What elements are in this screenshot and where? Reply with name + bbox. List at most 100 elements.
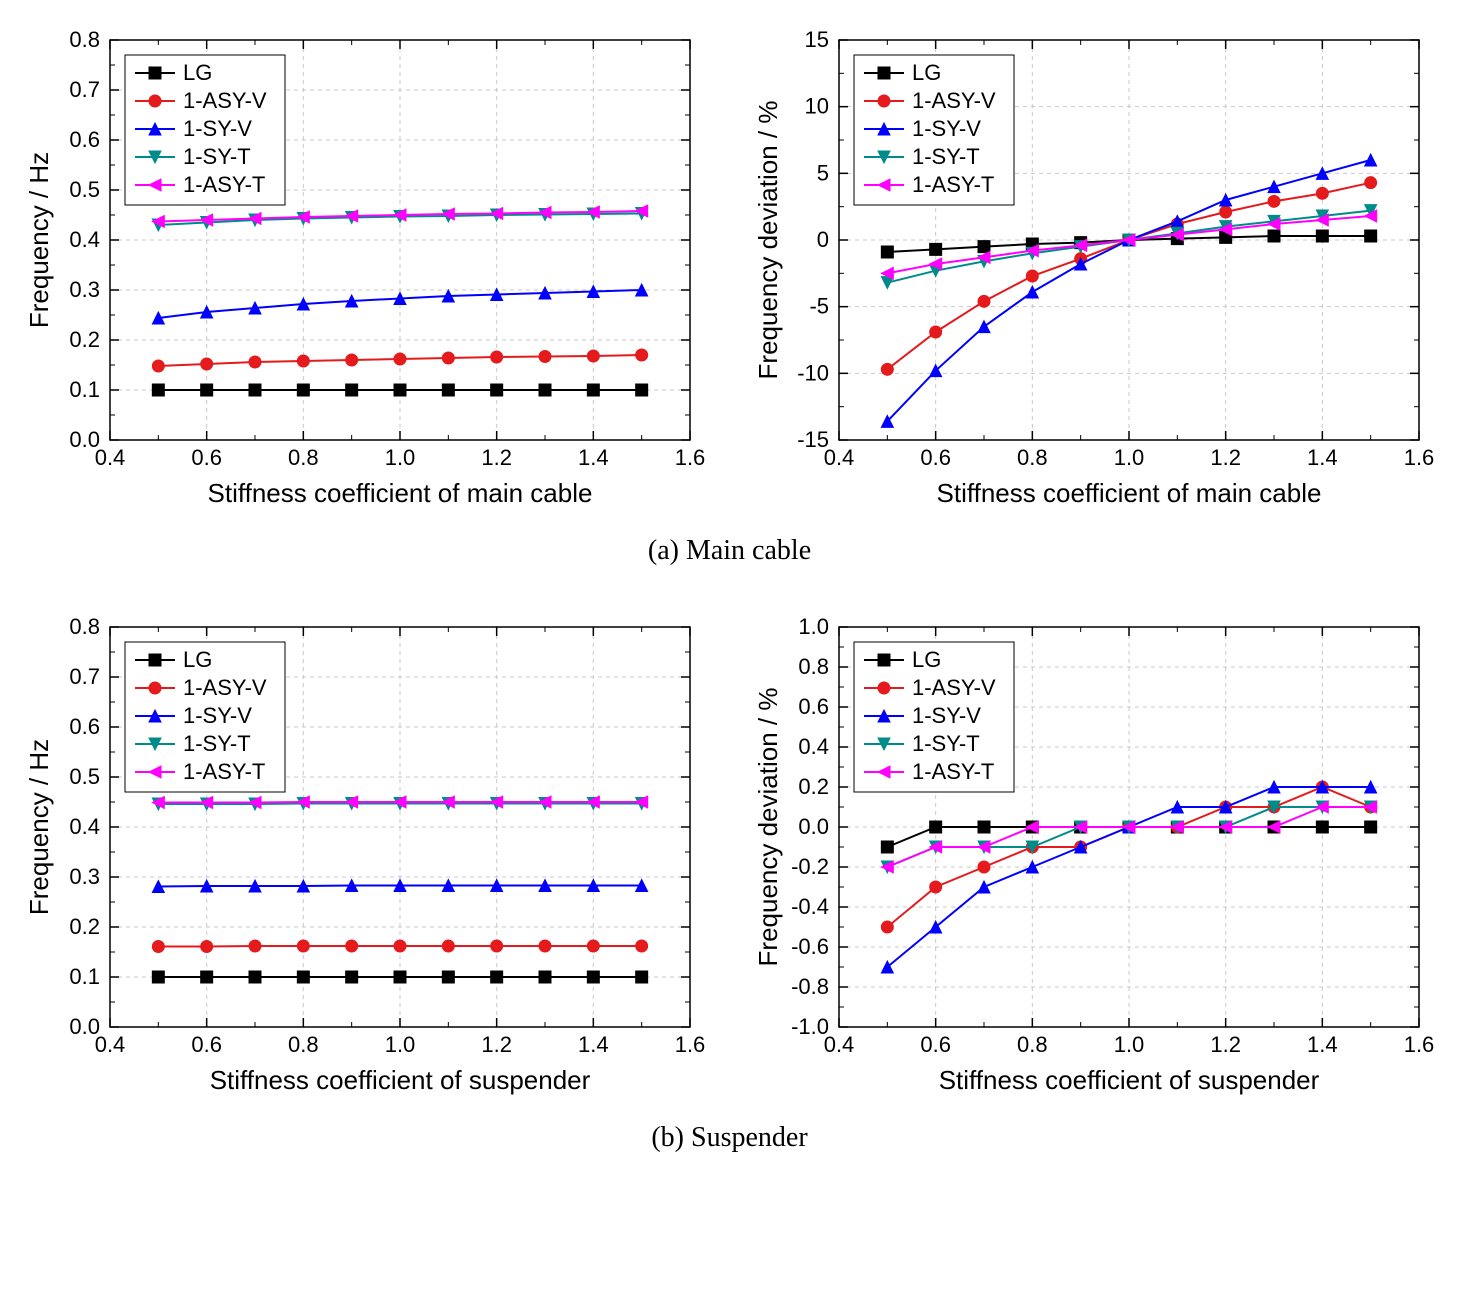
svg-text:Frequency deviation / %: Frequency deviation / % <box>753 101 783 380</box>
svg-text:0.5: 0.5 <box>69 177 100 202</box>
chart-a_left: 0.40.60.81.01.21.41.60.00.10.20.30.40.50… <box>20 20 710 520</box>
svg-text:1.0: 1.0 <box>385 1032 416 1057</box>
svg-text:0.4: 0.4 <box>798 734 829 759</box>
svg-text:-0.2: -0.2 <box>791 854 829 879</box>
svg-text:0.6: 0.6 <box>920 445 951 470</box>
svg-text:1.2: 1.2 <box>1210 445 1241 470</box>
svg-text:1.4: 1.4 <box>1307 445 1338 470</box>
svg-text:1.6: 1.6 <box>675 1032 706 1057</box>
svg-text:0.0: 0.0 <box>798 814 829 839</box>
svg-text:1-ASY-V: 1-ASY-V <box>183 88 267 113</box>
svg-text:0.8: 0.8 <box>288 445 319 470</box>
svg-text:0.6: 0.6 <box>798 694 829 719</box>
svg-text:0.4: 0.4 <box>69 814 100 839</box>
svg-text:0.6: 0.6 <box>69 714 100 739</box>
chart-a_right: 0.40.60.81.01.21.41.6-15-10-5051015Stiff… <box>749 20 1439 520</box>
svg-text:Frequency deviation / %: Frequency deviation / % <box>753 688 783 967</box>
panel-b-right: 0.4 0.6 0.8 1.0 1.2 1.4 1.6 -1.0 -0.8 -0.6 -0.4 -0.… <box>749 607 1439 1112</box>
svg-text:0.5: 0.5 <box>69 764 100 789</box>
svg-text:-15: -15 <box>797 427 829 452</box>
svg-text:LG: LG <box>912 647 941 672</box>
svg-text:10: 10 <box>805 94 829 119</box>
svg-text:0.8: 0.8 <box>1017 445 1048 470</box>
svg-text:1.6: 1.6 <box>1404 1032 1435 1057</box>
svg-text:1.0: 1.0 <box>385 445 416 470</box>
svg-text:1-SY-T: 1-SY-T <box>183 731 251 756</box>
svg-text:Stiffness coefficient of suspe: Stiffness coefficient of suspender <box>939 1065 1320 1095</box>
svg-text:0.1: 0.1 <box>69 964 100 989</box>
svg-text:1-ASY-T: 1-ASY-T <box>183 172 265 197</box>
svg-text:0.6: 0.6 <box>191 1032 222 1057</box>
svg-text:1-ASY-T: 1-ASY-T <box>912 172 994 197</box>
svg-text:0.6: 0.6 <box>191 445 222 470</box>
svg-text:0.1: 0.1 <box>69 377 100 402</box>
row-b: 0.4 0.6 0.8 1.0 1.2 1.4 1.6 0.0 0.1 0.2 0.3 0.4 0.5 0… <box>20 607 1439 1112</box>
svg-text:Stiffness coefficient of suspe: Stiffness coefficient of suspender <box>210 1065 591 1095</box>
svg-text:1.2: 1.2 <box>481 1032 512 1057</box>
svg-text:1.4: 1.4 <box>1307 1032 1338 1057</box>
svg-text:Stiffness coefficient of main: Stiffness coefficient of main cable <box>937 478 1322 508</box>
svg-text:0.4: 0.4 <box>69 227 100 252</box>
svg-text:1-SY-T: 1-SY-T <box>912 731 980 756</box>
svg-text:Frequency / Hz: Frequency / Hz <box>24 152 54 328</box>
svg-text:-0.6: -0.6 <box>791 934 829 959</box>
svg-text:0.0: 0.0 <box>69 1014 100 1039</box>
svg-text:5: 5 <box>817 160 829 185</box>
svg-text:1.0: 1.0 <box>1114 445 1145 470</box>
svg-text:0: 0 <box>817 227 829 252</box>
panel-b-left: 0.40.60.81.01.21.41.60.00.10.20.30.40.50… <box>20 607 710 1112</box>
svg-text:0.7: 0.7 <box>69 77 100 102</box>
svg-text:1-ASY-T: 1-ASY-T <box>912 759 994 784</box>
svg-text:1.6: 1.6 <box>675 445 706 470</box>
svg-text:1-ASY-T: 1-ASY-T <box>183 759 265 784</box>
svg-text:Stiffness coefficient of main: Stiffness coefficient of main cable <box>208 478 593 508</box>
svg-text:1.6: 1.6 <box>1404 445 1435 470</box>
svg-text:LG: LG <box>183 647 212 672</box>
chart-b_left: 0.40.60.81.01.21.41.60.00.10.20.30.40.50… <box>20 607 710 1107</box>
svg-text:1-ASY-V: 1-ASY-V <box>912 675 996 700</box>
svg-text:0.6: 0.6 <box>920 1032 951 1057</box>
svg-text:0.8: 0.8 <box>798 654 829 679</box>
svg-text:1.0: 1.0 <box>798 614 829 639</box>
svg-text:0.7: 0.7 <box>69 664 100 689</box>
svg-text:0.8: 0.8 <box>69 27 100 52</box>
svg-text:0.3: 0.3 <box>69 864 100 889</box>
svg-text:0.2: 0.2 <box>798 774 829 799</box>
svg-text:-0.8: -0.8 <box>791 974 829 999</box>
svg-text:1-SY-V: 1-SY-V <box>183 116 252 141</box>
svg-text:1-SY-V: 1-SY-V <box>912 116 981 141</box>
svg-text:0.2: 0.2 <box>69 327 100 352</box>
svg-text:0.8: 0.8 <box>69 614 100 639</box>
svg-text:1.0: 1.0 <box>1114 1032 1145 1057</box>
panel-a-left: 0.40.60.81.01.21.41.60.00.10.20.30.40.50… <box>20 20 710 525</box>
svg-text:-5: -5 <box>809 294 829 319</box>
svg-text:15: 15 <box>805 27 829 52</box>
svg-text:0.2: 0.2 <box>69 914 100 939</box>
svg-text:1-ASY-V: 1-ASY-V <box>183 675 267 700</box>
svg-text:LG: LG <box>912 60 941 85</box>
svg-text:0.0: 0.0 <box>69 427 100 452</box>
svg-text:1-SY-T: 1-SY-T <box>912 144 980 169</box>
svg-text:LG: LG <box>183 60 212 85</box>
svg-text:0.6: 0.6 <box>69 127 100 152</box>
svg-text:1-ASY-V: 1-ASY-V <box>912 88 996 113</box>
svg-text:-10: -10 <box>797 360 829 385</box>
svg-text:0.8: 0.8 <box>288 1032 319 1057</box>
svg-text:0.8: 0.8 <box>1017 1032 1048 1057</box>
panel-a-right: 0.40.60.81.01.21.41.6-15-10-5051015Stiff… <box>749 20 1439 525</box>
svg-text:1-SY-V: 1-SY-V <box>912 703 981 728</box>
svg-text:0.3: 0.3 <box>69 277 100 302</box>
svg-text:1.4: 1.4 <box>578 1032 609 1057</box>
row-a: 0.40.60.81.01.21.41.60.00.10.20.30.40.50… <box>20 20 1439 525</box>
figure-container: 0.4 0.6 0.8 1.0 1.2 1.4 1.6 0.0 0.1 0.2 0.3 0.4 0.5 0… <box>20 20 1439 1154</box>
svg-text:1.2: 1.2 <box>1210 1032 1241 1057</box>
svg-text:1-SY-V: 1-SY-V <box>183 703 252 728</box>
svg-text:-1.0: -1.0 <box>791 1014 829 1039</box>
svg-text:-0.4: -0.4 <box>791 894 829 919</box>
svg-text:1.2: 1.2 <box>481 445 512 470</box>
svg-text:1.4: 1.4 <box>578 445 609 470</box>
chart-b_right: 0.4 0.6 0.8 1.0 1.2 1.4 1.6 -1.0 -0.8 -0.6 -0.4 -0.… <box>749 607 1439 1107</box>
caption-a: (a) Main cable <box>20 535 1439 567</box>
caption-b: (b) Suspender <box>20 1122 1439 1154</box>
svg-text:Frequency / Hz: Frequency / Hz <box>24 739 54 915</box>
